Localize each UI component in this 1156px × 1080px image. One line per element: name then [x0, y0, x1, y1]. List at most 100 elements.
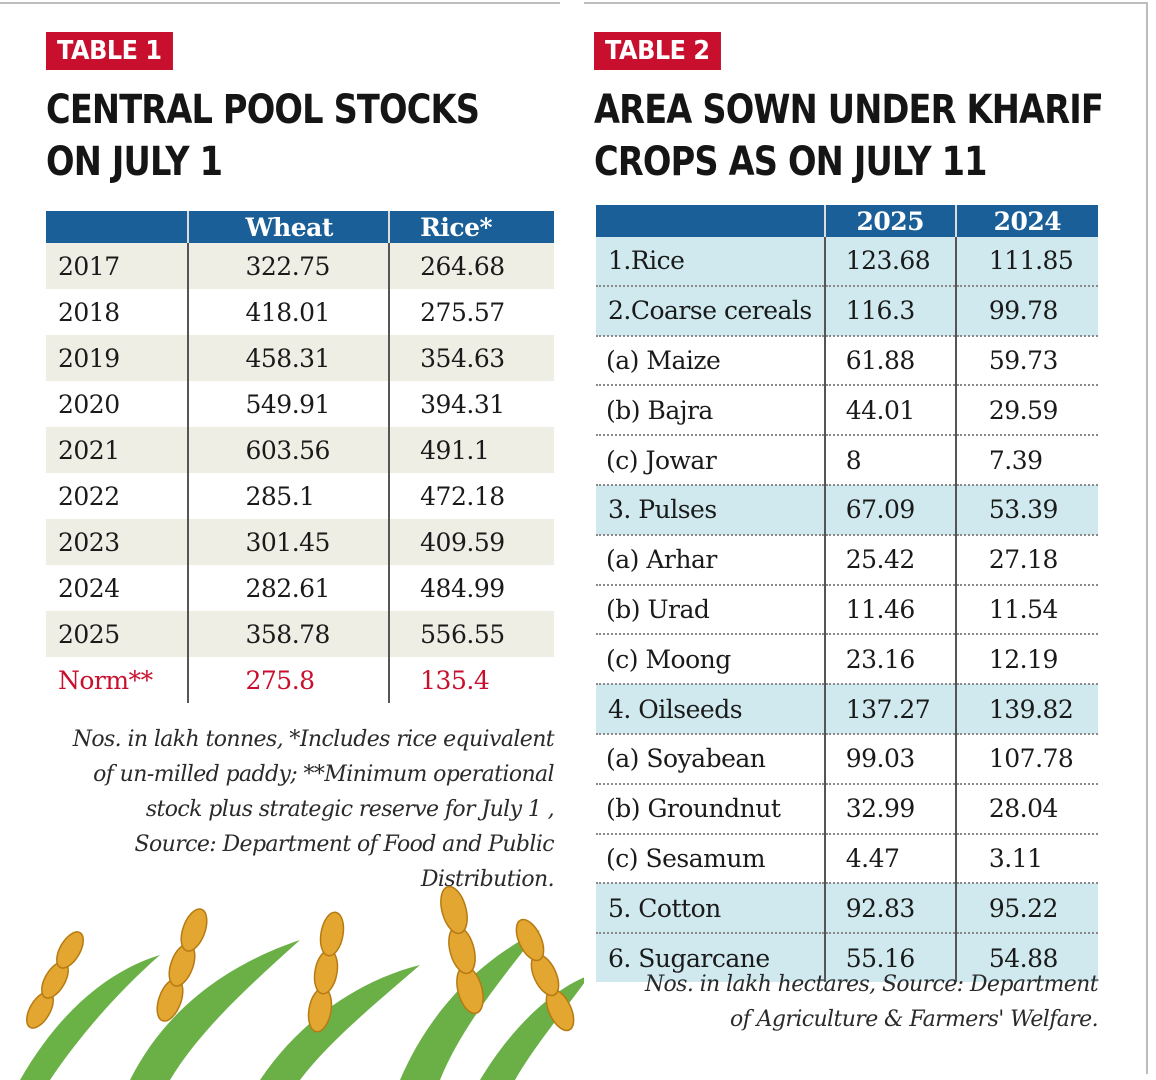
table2-tag: TABLE 2 — [594, 32, 721, 70]
value-2025-cell: 137.27 — [823, 684, 956, 735]
table-row: 3. Pulses 67.09 53.39 — [596, 484, 1098, 536]
table1-header-rice: Rice* — [388, 211, 554, 243]
footnote-line: of Agriculture & Farmers' Welfare. — [730, 1007, 1099, 1032]
rice-cell: 394.31 — [388, 381, 554, 427]
table2-title-line1: AREA SOWN UNDER KHARIF — [594, 87, 1104, 133]
value-2024-cell: 107.78 — [954, 733, 1098, 785]
year-cell: 2024 — [58, 573, 120, 603]
value-2024-cell: 29.59 — [954, 385, 1098, 437]
rice-cell: 264.68 — [388, 243, 554, 289]
crop-cell: 5. Cotton — [596, 883, 825, 935]
table-row: (a) Arhar 25.42 27.18 — [596, 534, 1098, 586]
table-row: (b) Groundnut 32.99 28.04 — [596, 783, 1098, 835]
kharif-area-table: 2025 2024 1.Rice 123.68 111.85 2.Coarse ce… — [596, 205, 1098, 982]
value-2025-cell: 23.16 — [823, 634, 956, 686]
value-2024-cell: 111.85 — [954, 237, 1098, 287]
value-2025-cell: 8 — [823, 435, 956, 486]
value-2024-cell: 12.19 — [954, 634, 1098, 686]
table-row: 2023 301.45 409.59 — [46, 519, 554, 565]
value-2024-cell: 27.18 — [954, 534, 1098, 586]
table1-footnote: Nos. in lakh tonnes, *Includes rice equi… — [60, 722, 555, 897]
table2-title-line2: CROPS AS ON JULY 11 — [594, 139, 988, 185]
crop-cell: (a) Arhar — [596, 534, 825, 586]
wheat-cell: 458.31 — [187, 335, 390, 381]
value-2025-cell: 55.16 — [823, 933, 956, 982]
table1-title-line2: ON JULY 1 — [46, 139, 223, 185]
value-2025-cell: 116.3 — [823, 285, 956, 337]
value-2024-cell: 7.39 — [954, 435, 1098, 486]
table-row: 6. Sugarcane 55.16 54.88 — [596, 933, 1098, 982]
table-row: 2021 603.56 491.1 — [46, 427, 554, 473]
value-2025-cell: 4.47 — [823, 833, 956, 885]
wheat-leaves — [20, 930, 590, 1080]
rice-cell: 556.55 — [388, 611, 554, 657]
wheat-cell: 282.61 — [187, 565, 390, 611]
wheat-ears — [26, 885, 575, 1033]
rice-cell: 409.59 — [388, 519, 554, 565]
value-2025-cell: 123.68 — [823, 237, 956, 287]
footnote-line: Source: Department of Food and Public — [134, 832, 555, 857]
wheat-cell: 285.1 — [187, 473, 390, 519]
crop-cell: 4. Oilseeds — [596, 684, 825, 735]
year-cell: 2017 — [46, 243, 189, 289]
wheat-cell: 549.91 — [187, 381, 390, 427]
year-cell: 2019 — [46, 335, 189, 381]
table2-header-row: 2025 2024 — [596, 205, 1098, 237]
wheat-illustration — [20, 885, 590, 1080]
wheat-cell: 603.56 — [187, 427, 390, 473]
value-2024-cell: 95.22 — [954, 883, 1098, 935]
table-row: 2020 549.91 394.31 — [46, 381, 554, 427]
rice-cell: 275.57 — [388, 289, 554, 335]
value-2025-cell: 11.46 — [823, 584, 956, 636]
table-row: 2024 282.61 484.99 — [46, 565, 554, 611]
table-row: 2022 285.1 472.18 — [46, 473, 554, 519]
table1-title-line1: CENTRAL POOL STOCKS — [46, 87, 480, 133]
value-2025-cell: 99.03 — [823, 733, 956, 785]
value-2024-cell: 28.04 — [954, 783, 1098, 835]
rice-cell: 472.18 — [388, 473, 554, 519]
year-cell: 2025 — [46, 611, 189, 657]
value-2024-cell: 59.73 — [954, 335, 1098, 387]
table-row: 4. Oilseeds 137.27 139.82 — [596, 684, 1098, 735]
footnote-line: Nos. in lakh tonnes, *Includes rice equi… — [72, 727, 555, 752]
norm-wheat-cell: 275.8 — [187, 657, 390, 703]
wheat-cell: 322.75 — [187, 243, 390, 289]
crop-cell: 1.Rice — [596, 237, 825, 287]
year-cell: 2023 — [46, 519, 189, 565]
crop-cell: (c) Jowar — [596, 435, 825, 486]
value-2024-cell: 139.82 — [954, 684, 1098, 735]
crop-cell: 2.Coarse cereals — [596, 285, 825, 337]
table2-header-2024: 2024 — [954, 205, 1098, 237]
value-2025-cell: 25.42 — [823, 534, 956, 586]
wheat-cell: 301.45 — [187, 519, 390, 565]
year-cell: 2020 — [58, 389, 120, 419]
table1-header-row: Wheat Rice* — [46, 211, 554, 243]
crop-cell: 6. Sugarcane — [596, 933, 825, 982]
wheat-cell: 418.01 — [187, 289, 390, 335]
table1-panel: TABLE 1 CENTRAL POOL STOCKS ON JULY 1 Wh… — [0, 2, 560, 1076]
rice-cell: 354.63 — [388, 335, 554, 381]
table-row: 2018 418.01 275.57 — [46, 289, 554, 335]
value-2024-cell: 53.39 — [954, 484, 1098, 536]
year-cell: 2021 — [46, 427, 189, 473]
table-row: (c) Jowar 8 7.39 — [596, 435, 1098, 486]
table-row: (c) Moong 23.16 12.19 — [596, 634, 1098, 686]
crop-cell: (c) Moong — [596, 634, 825, 686]
table2-header-2025: 2025 — [823, 205, 956, 237]
footnote-line: stock plus strategic reserve for July 1 … — [145, 797, 555, 822]
table1-title: CENTRAL POOL STOCKS ON JULY 1 — [46, 84, 480, 188]
crop-cell: (c) Sesamum — [596, 833, 825, 885]
crop-cell: (b) Bajra — [596, 385, 825, 437]
table-row: 1.Rice 123.68 111.85 — [596, 237, 1098, 287]
table1-header-year — [46, 211, 189, 243]
crop-cell: (a) Maize — [596, 335, 825, 387]
crop-cell: (b) Groundnut — [596, 783, 825, 835]
table-row: (c) Sesamum 4.47 3.11 — [596, 833, 1098, 885]
crop-cell: (b) Urad — [596, 584, 825, 636]
value-2024-cell: 99.78 — [954, 285, 1098, 337]
central-pool-stocks-table: Wheat Rice* 2017 322.75 264.68 2018 418.01 2… — [46, 211, 554, 703]
rice-cell: 484.99 — [388, 565, 554, 611]
crop-cell: (a) Soyabean — [596, 733, 825, 785]
rice-cell: 491.1 — [388, 427, 554, 473]
table-row: 2.Coarse cereals 116.3 99.78 — [596, 285, 1098, 337]
